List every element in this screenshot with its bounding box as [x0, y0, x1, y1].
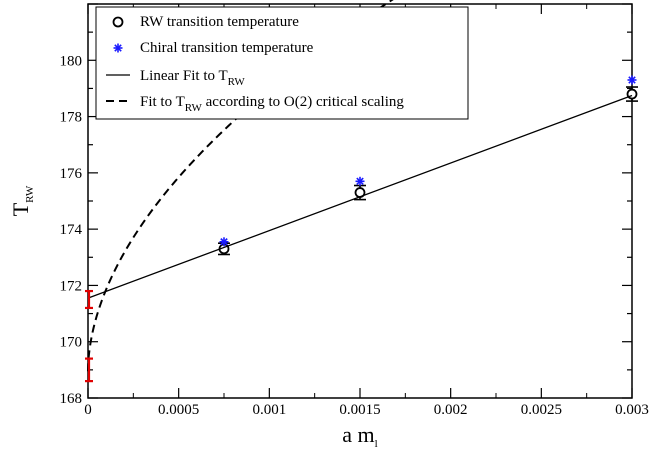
extrapolated-error-bar	[85, 289, 93, 310]
x-axis-title-sub: l	[375, 438, 378, 450]
legend-linear-fit-label: Linear Fit to TRW	[140, 68, 245, 88]
chiral-point	[627, 75, 637, 85]
chiral-point	[219, 237, 229, 247]
legend-o2-fit-label-suffix: according to O(2) critical scaling	[202, 94, 405, 110]
x-tick-label: 0.0025	[521, 402, 562, 418]
y-axis-title-main: T	[8, 202, 33, 216]
y-tick-label: 168	[60, 391, 83, 407]
x-axis-title-main: a m	[342, 422, 374, 447]
x-axis-title: a ml	[342, 422, 377, 450]
x-tick-label: 0.002	[434, 402, 468, 418]
legend-box	[95, 6, 469, 120]
y-tick-label: 172	[60, 278, 83, 294]
chiral-point-ray	[220, 238, 228, 246]
x-axis: 0 0.0005 0.001 0.0015 0.002 0.0025 0.003 a ml	[84, 4, 649, 450]
x-tick-label: 0.001	[252, 402, 286, 418]
extrapolated-error-bar	[85, 357, 93, 383]
legend-o2-fit-label: Fit to TRW according to O(2) critical sc…	[140, 94, 404, 114]
legend-linear-fit-label-main: Linear Fit to T	[140, 68, 228, 84]
x-tick-label: 0.0005	[158, 402, 199, 418]
legend-chiral-label: Chiral transition temperature	[140, 40, 314, 56]
legend-linear-fit-label-sub: RW	[228, 76, 246, 88]
x-tick-label: 0	[84, 402, 92, 418]
y-tick-label: 178	[60, 110, 83, 126]
series-layer	[85, 0, 638, 383]
legend-chiral-marker-ray	[114, 44, 122, 52]
linear-fit-line	[87, 94, 633, 299]
y-axis-title: TRW	[8, 185, 36, 216]
y-tick-label: 170	[60, 335, 83, 351]
legend-chiral-marker	[113, 43, 123, 53]
chiral-point-ray	[628, 76, 636, 84]
y-tick-label: 180	[60, 53, 83, 69]
x-tick-label: 0.003	[615, 402, 649, 418]
legend-o2-fit-label-sub: RW	[185, 102, 203, 114]
y-tick-label: 176	[60, 166, 83, 182]
x-tick-label: 0.0015	[339, 402, 380, 418]
legend: RW transition temperature Chiral transiti…	[95, 6, 469, 120]
y-tick-label: 174	[60, 222, 83, 238]
legend-rw-label: RW transition temperature	[140, 14, 299, 30]
y-axis-title-sub: RW	[24, 185, 36, 203]
legend-rw-marker	[112, 16, 124, 28]
chiral-point-ray	[356, 177, 364, 186]
legend-o2-fit-label-main: Fit to T	[140, 94, 185, 110]
chiral-point	[355, 176, 365, 186]
